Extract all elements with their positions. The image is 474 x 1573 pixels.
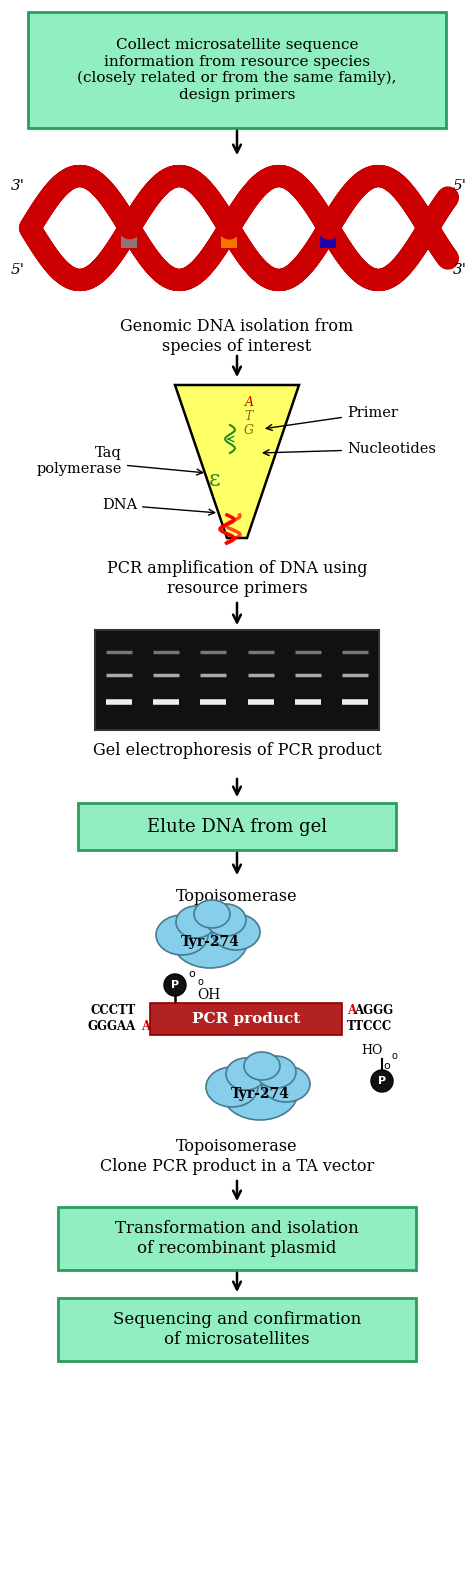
- Text: AGGG: AGGG: [354, 1005, 393, 1018]
- Polygon shape: [175, 385, 299, 538]
- Ellipse shape: [262, 1066, 310, 1103]
- Text: 5': 5': [11, 263, 25, 277]
- FancyBboxPatch shape: [150, 1004, 342, 1035]
- Bar: [320, 219, 336, 249]
- Text: Genomic DNA isolation from
species of interest: Genomic DNA isolation from species of in…: [120, 318, 354, 354]
- Text: Taq
polymerase: Taq polymerase: [36, 445, 203, 477]
- Text: Topoisomerase
Clone PCR product in a TA vector: Topoisomerase Clone PCR product in a TA …: [100, 1137, 374, 1175]
- Text: o: o: [189, 969, 195, 978]
- Ellipse shape: [176, 906, 216, 938]
- Ellipse shape: [156, 915, 208, 955]
- Bar: [121, 219, 137, 249]
- Ellipse shape: [222, 1063, 298, 1120]
- Text: Topoisomerase: Topoisomerase: [176, 889, 298, 904]
- Ellipse shape: [206, 904, 246, 936]
- FancyBboxPatch shape: [78, 802, 396, 849]
- Bar: [220, 219, 237, 249]
- Text: o: o: [383, 1062, 391, 1071]
- Text: A: A: [245, 396, 254, 409]
- Text: Elute DNA from gel: Elute DNA from gel: [147, 818, 327, 835]
- Text: ε: ε: [209, 469, 221, 491]
- Ellipse shape: [194, 900, 230, 928]
- Text: G: G: [244, 425, 254, 437]
- Text: PCR amplification of DNA using
resource primers: PCR amplification of DNA using resource …: [107, 560, 367, 596]
- Ellipse shape: [226, 1059, 266, 1090]
- Text: o: o: [391, 1051, 397, 1062]
- Circle shape: [164, 974, 186, 996]
- Text: CCCTT: CCCTT: [91, 1005, 136, 1018]
- Text: 5': 5': [453, 179, 467, 193]
- Text: A: A: [141, 1021, 151, 1033]
- Text: OH: OH: [197, 988, 220, 1002]
- Text: Transformation and isolation
of recombinant plasmid: Transformation and isolation of recombin…: [115, 1221, 359, 1257]
- Text: GGGAA: GGGAA: [88, 1021, 136, 1033]
- FancyBboxPatch shape: [58, 1206, 416, 1269]
- Text: 3': 3': [453, 263, 467, 277]
- Ellipse shape: [256, 1055, 296, 1089]
- Text: Nucleotides: Nucleotides: [264, 442, 436, 456]
- Ellipse shape: [206, 1066, 258, 1107]
- Ellipse shape: [172, 912, 248, 967]
- Text: A: A: [347, 1005, 356, 1018]
- Text: o: o: [197, 977, 203, 986]
- Text: 3': 3': [11, 179, 25, 193]
- Text: T: T: [245, 411, 253, 423]
- Text: Sequencing and confirmation
of microsatellites: Sequencing and confirmation of microsate…: [113, 1312, 361, 1348]
- Text: Tyr-274: Tyr-274: [230, 1087, 290, 1101]
- Text: HO: HO: [361, 1044, 383, 1057]
- Text: Tyr-274: Tyr-274: [181, 934, 239, 949]
- FancyBboxPatch shape: [58, 1298, 416, 1361]
- Ellipse shape: [212, 914, 260, 950]
- Ellipse shape: [244, 1052, 280, 1081]
- Text: Gel electrophoresis of PCR product: Gel electrophoresis of PCR product: [92, 742, 382, 760]
- FancyBboxPatch shape: [28, 13, 446, 127]
- Text: Collect microsatellite sequence
information from resource species
(closely relat: Collect microsatellite sequence informat…: [77, 38, 397, 102]
- Text: Primer: Primer: [266, 406, 398, 431]
- Text: P: P: [171, 980, 179, 989]
- Bar: [420, 219, 436, 249]
- Text: TTCCC: TTCCC: [347, 1021, 392, 1033]
- FancyBboxPatch shape: [95, 631, 379, 730]
- Text: DNA: DNA: [102, 499, 215, 514]
- Text: P: P: [378, 1076, 386, 1085]
- Text: PCR product: PCR product: [192, 1011, 300, 1026]
- Circle shape: [371, 1070, 393, 1092]
